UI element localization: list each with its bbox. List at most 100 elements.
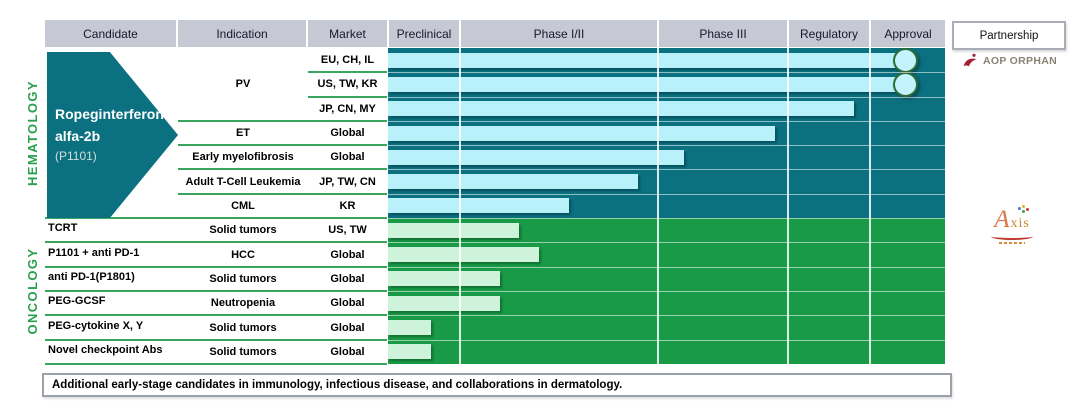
candidate-code: (P1101) — [55, 149, 97, 164]
candidate-cell: anti PD-1(P1801) — [48, 270, 135, 283]
header-cell-phase-i-ii: Phase I/II — [461, 20, 657, 47]
market-separator-line — [308, 71, 387, 74]
candidate-name-line1: Ropeginterferon — [55, 106, 164, 122]
pipeline-bar — [388, 271, 500, 287]
row-separator-line — [45, 290, 387, 292]
pipeline-bar — [388, 149, 684, 165]
stage-boundary-gridline — [869, 48, 871, 364]
candidate-cell: Novel checkpoint Abs — [48, 343, 163, 356]
section-separator-line — [45, 217, 387, 219]
section-label-oncology: ONCOLOGY — [24, 247, 40, 335]
aop-orphan-logo: AOP ORPHAN — [962, 53, 1057, 69]
axis-underline — [991, 233, 1033, 240]
indication-cell: Solid tumors — [209, 345, 277, 358]
indication-cell: Solid tumors — [209, 224, 277, 237]
market-cell: Global — [330, 127, 365, 139]
footnote-text: Additional early-stage candidates in imm… — [52, 379, 623, 391]
chart-section-gridline — [388, 218, 945, 219]
indication-cell: HCC — [231, 248, 255, 261]
partnership-header: Partnership — [952, 21, 1066, 50]
pipeline-bar — [388, 295, 500, 311]
header-cell-candidate: Candidate — [45, 20, 176, 47]
pipeline-bar — [388, 198, 569, 214]
indication-cell: Neutropenia — [210, 297, 276, 310]
axis-caption — [999, 242, 1025, 244]
candidate-cell: P1101 + anti PD-1 — [48, 246, 140, 259]
chart-row-gridline — [388, 169, 945, 171]
pipeline-bar — [388, 76, 904, 92]
market-cell: JP, CN, MY — [319, 102, 376, 115]
market-cell: Global — [330, 272, 365, 285]
pipeline-bar — [388, 247, 540, 262]
market-cell: Global — [330, 321, 365, 334]
header-cell-preclinical: Preclinical — [389, 20, 459, 47]
indication-cell: Solid tumors — [209, 321, 277, 334]
axis-dot-blue — [1018, 207, 1021, 210]
indication-cell: ET — [235, 127, 251, 139]
market-cell: JP, TW, CN — [319, 175, 376, 188]
aop-orphan-wordmark: AOP ORPHAN — [983, 55, 1057, 67]
table-bottom-line — [45, 363, 387, 365]
indication-cell: Adult T-Cell Leukemia — [185, 175, 301, 188]
indication-separator-line — [178, 144, 387, 147]
stage-boundary-gridline — [657, 48, 659, 364]
market-cell: Global — [330, 248, 365, 261]
market-cell: US, TW, KR — [317, 78, 378, 91]
header-cell-market: Market — [308, 20, 387, 47]
market-cell: Global — [330, 345, 365, 358]
axis-dot-yellow — [1022, 205, 1025, 208]
pipeline-bar — [388, 101, 854, 117]
row-separator-line — [45, 338, 387, 341]
stage-boundary-gridline — [459, 48, 461, 364]
candidate-cell: PEG-cytokine X, Y — [48, 319, 144, 332]
chart-row-gridline — [388, 242, 945, 244]
market-cell: KR — [339, 199, 356, 212]
section-label-hematology: HEMATOLOGY — [24, 80, 40, 186]
market-cell: Global — [330, 297, 365, 310]
row-separator-line — [45, 314, 387, 317]
candidate-cell: TCRT — [48, 222, 78, 235]
axis-wordmark: Axis — [994, 206, 1030, 233]
chart-row-gridline — [388, 315, 945, 317]
market-cell: US, TW — [328, 224, 367, 237]
stage-boundary-gridline — [787, 48, 789, 364]
header-cell-regulatory: Regulatory — [789, 20, 869, 47]
approval-marker — [893, 71, 919, 97]
pipeline-bar — [388, 52, 904, 68]
indication-cell: Early myelofibrosis — [192, 151, 294, 164]
candidate-name-line2: alfa-2b — [55, 127, 101, 144]
row-separator-line — [45, 265, 387, 268]
chart-row-gridline — [388, 120, 945, 122]
chart-row-gridline — [388, 193, 945, 195]
axis-dot-green — [1022, 210, 1025, 213]
approval-marker — [893, 47, 919, 73]
market-cell: EU, CH, IL — [320, 54, 375, 67]
chart-row-gridline — [388, 339, 945, 341]
indication-cell: PV — [235, 78, 251, 91]
chart-row-gridline — [388, 96, 945, 98]
chart-row-gridline — [388, 72, 945, 74]
footnote-box: Additional early-stage candidates in imm… — [42, 373, 952, 397]
market-separator-line — [308, 95, 387, 98]
indication-separator-line — [178, 192, 387, 195]
candidate-name-block: Ropeginterferon alfa-2b (P1101) — [55, 104, 164, 166]
header-cell-phase-iii: Phase III — [659, 20, 787, 47]
chart-row-gridline — [388, 291, 945, 292]
indication-cell: CML — [231, 199, 255, 212]
axis-logo: Axis — [986, 205, 1038, 244]
aop-orphan-icon — [963, 53, 977, 67]
header-cell-indication: Indication — [178, 20, 306, 47]
pipeline-bar — [388, 320, 432, 335]
pipeline-bar — [388, 125, 775, 141]
axis-dot-red — [1026, 208, 1029, 211]
market-cell: Global — [330, 151, 365, 164]
candidate-cell: PEG-GCSF — [48, 295, 106, 308]
header-cell-approval: Approval — [871, 20, 945, 47]
indication-separator-line — [178, 168, 387, 171]
row-separator-line — [45, 241, 387, 244]
pipeline-bar — [388, 344, 432, 360]
chart-row-gridline — [388, 145, 945, 147]
indication-separator-line — [178, 119, 387, 122]
pipeline-bar — [388, 174, 639, 190]
